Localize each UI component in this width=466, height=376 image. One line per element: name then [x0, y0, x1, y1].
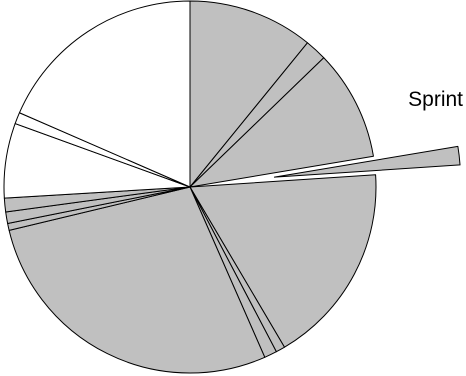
pie-slice	[189, 174, 377, 348]
slice-label: Sprint	[408, 88, 463, 111]
pie-slice	[189, 57, 374, 188]
pie-slice	[8, 186, 266, 374]
pie-slice	[189, 0, 308, 188]
pie-slice	[273, 145, 461, 178]
pie-slice	[18, 0, 191, 188]
